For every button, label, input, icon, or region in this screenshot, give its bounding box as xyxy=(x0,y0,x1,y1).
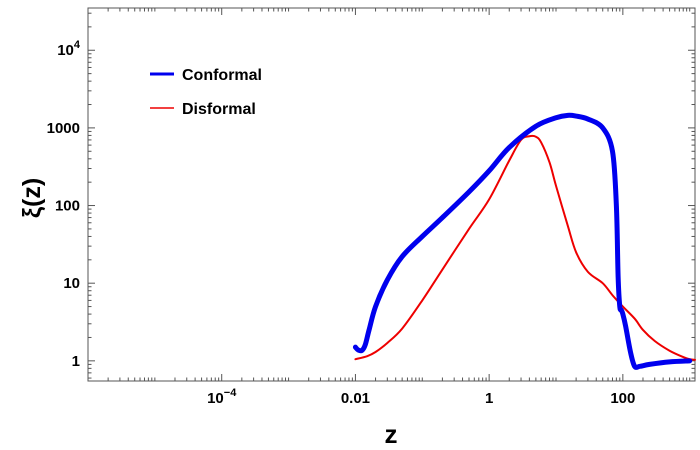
y-tick-label: 100 xyxy=(55,198,80,215)
legend-label-conformal: Conformal xyxy=(182,67,262,84)
x-tick-label: 1 xyxy=(485,390,493,407)
series-layer xyxy=(352,112,696,370)
plot-frame xyxy=(87,7,696,382)
y-axis-title: ξ(z) xyxy=(18,178,46,218)
axis-ticks xyxy=(87,8,695,381)
x-axis-title: z xyxy=(385,419,398,449)
x-tick-label: 100 xyxy=(610,390,635,407)
legend: Conformal Disformal xyxy=(150,67,262,118)
legend-label-disformal: Disformal xyxy=(182,101,256,118)
series-line-conformal xyxy=(352,112,693,370)
y-tick-label: 10 xyxy=(63,275,80,292)
x-tick-label: 10−4 xyxy=(207,387,237,407)
y-tick-label: 1000 xyxy=(47,120,80,137)
series-line-disformal xyxy=(354,134,696,361)
axis-tick-labels: 10−4 0.01 1 100 1 10 100 1000 104 xyxy=(47,39,636,407)
y-tick-label: 1 xyxy=(72,353,80,370)
x-tick-label: 0.01 xyxy=(341,390,370,407)
y-tick-label: 104 xyxy=(57,39,81,59)
